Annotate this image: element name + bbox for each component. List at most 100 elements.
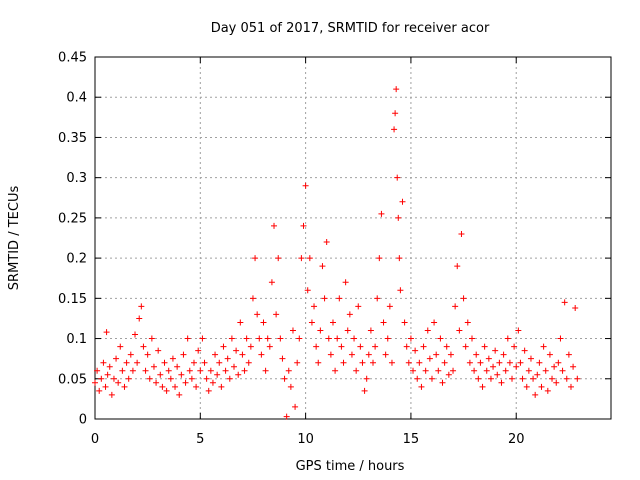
data-point — [426, 355, 433, 362]
data-point — [115, 379, 122, 386]
y-tick-label: 0 — [79, 413, 87, 428]
data-point — [220, 343, 227, 350]
data-point — [418, 383, 425, 390]
data-point — [108, 391, 115, 398]
data-point — [218, 383, 225, 390]
data-point — [477, 359, 484, 366]
data-point — [481, 343, 488, 350]
data-point — [136, 315, 143, 322]
data-point — [157, 371, 164, 378]
data-point — [313, 343, 320, 350]
axis-ticks: 0 0.05 0.1 0.15 0.2 0.25 0.3 0.35 0.4 0.45 0 5 10 15 2… — [58, 51, 611, 447]
data-point — [348, 351, 355, 358]
data-point — [323, 239, 330, 246]
data-point — [256, 335, 263, 342]
data-point — [127, 351, 134, 358]
data-point — [420, 343, 427, 350]
data-point — [431, 319, 438, 326]
data-point — [216, 359, 223, 366]
data-point — [233, 347, 240, 354]
data-point — [424, 327, 431, 334]
data-point — [563, 375, 570, 382]
data-point — [172, 383, 179, 390]
data-point — [148, 335, 155, 342]
data-point — [517, 359, 524, 366]
data-point — [228, 335, 235, 342]
data-point — [574, 375, 581, 382]
data-point — [277, 335, 284, 342]
data-point — [401, 319, 408, 326]
data-point — [163, 387, 170, 394]
x-tick-label: 0 — [91, 432, 99, 447]
data-point — [536, 359, 543, 366]
data-point — [447, 351, 454, 358]
data-point — [308, 319, 315, 326]
data-point — [559, 367, 566, 374]
data-point — [412, 347, 419, 354]
data-point — [525, 367, 532, 374]
data-point — [511, 343, 518, 350]
data-point — [121, 383, 128, 390]
data-point — [500, 351, 507, 358]
data-point — [306, 255, 313, 262]
data-point — [433, 351, 440, 358]
data-point — [445, 371, 452, 378]
data-point — [165, 367, 172, 374]
data-point — [245, 359, 252, 366]
data-point — [252, 255, 259, 262]
data-point — [140, 343, 147, 350]
data-point — [422, 367, 429, 374]
data-point — [376, 255, 383, 262]
data-point — [378, 210, 385, 217]
data-point — [485, 355, 492, 362]
data-point — [336, 295, 343, 302]
data-point — [538, 383, 545, 390]
data-point — [237, 319, 244, 326]
data-point — [399, 198, 406, 205]
data-point — [289, 327, 296, 334]
data-point — [226, 375, 233, 382]
data-point — [494, 371, 501, 378]
data-point — [374, 295, 381, 302]
data-point — [355, 303, 362, 310]
data-point — [527, 355, 534, 362]
data-point — [534, 371, 541, 378]
data-point — [266, 343, 273, 350]
data-point — [565, 351, 572, 358]
data-point — [92, 379, 98, 386]
data-point — [553, 379, 560, 386]
data-point — [382, 351, 389, 358]
data-point — [329, 319, 336, 326]
data-point — [178, 371, 185, 378]
data-point — [103, 329, 110, 336]
data-point — [416, 359, 423, 366]
data-point — [155, 347, 162, 354]
data-point — [258, 351, 265, 358]
data-point — [190, 359, 197, 366]
data-point — [125, 375, 132, 382]
data-point — [353, 367, 360, 374]
data-point — [319, 263, 326, 270]
data-point — [153, 379, 160, 386]
data-point — [414, 375, 421, 382]
x-tick-label: 20 — [508, 432, 525, 447]
data-point — [496, 359, 503, 366]
data-point — [199, 335, 206, 342]
data-point — [300, 222, 307, 229]
data-point — [315, 359, 322, 366]
data-point — [483, 367, 490, 374]
data-point — [509, 375, 516, 382]
y-tick-label: 0.25 — [58, 211, 87, 226]
data-point — [203, 375, 210, 382]
data-point — [466, 359, 473, 366]
data-point — [176, 391, 183, 398]
y-tick-label: 0.15 — [58, 292, 87, 307]
data-point — [96, 387, 103, 394]
y-tick-label: 0.05 — [58, 372, 87, 387]
y-axis-label: SRMTID / TECUs — [7, 186, 22, 291]
data-point — [146, 375, 153, 382]
x-axis-label: GPS time / hours — [296, 459, 405, 474]
data-point — [279, 355, 286, 362]
data-point — [435, 367, 442, 374]
